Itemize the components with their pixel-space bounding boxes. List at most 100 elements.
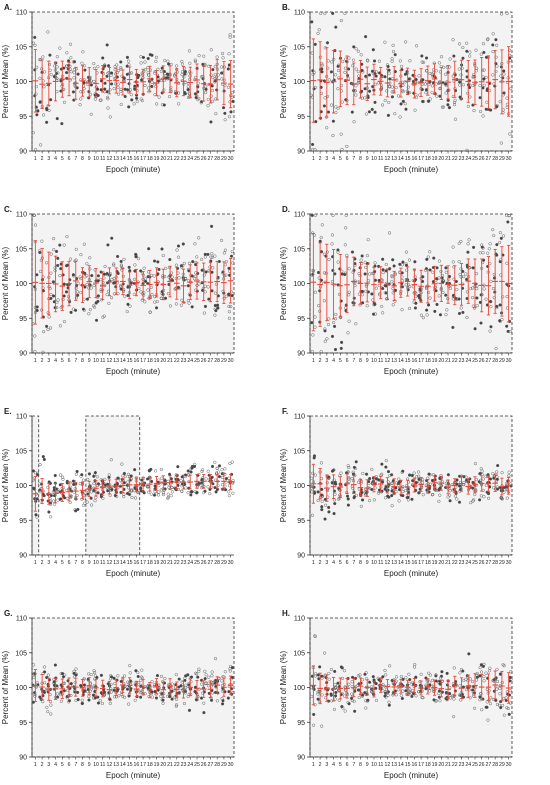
x-tick-label: 2 — [41, 358, 44, 364]
x-tick-label: 3 — [325, 358, 328, 364]
y-tick-label: 90 — [297, 755, 305, 762]
data-point — [386, 113, 390, 117]
data-point — [126, 302, 130, 306]
data-point — [220, 51, 225, 56]
data-point — [441, 279, 446, 283]
data-point — [202, 54, 206, 58]
data-point — [331, 119, 335, 123]
x-tick-label: 10 — [93, 762, 99, 768]
data-point — [310, 350, 314, 354]
data-point — [149, 492, 153, 496]
data-point — [404, 250, 409, 254]
data-point — [59, 497, 63, 501]
data-point — [167, 62, 171, 66]
data-point — [105, 486, 109, 490]
data-point — [352, 496, 356, 500]
data-point — [211, 68, 215, 72]
data-point — [319, 11, 323, 15]
y-tick-label: 110 — [294, 212, 305, 219]
data-point — [352, 120, 356, 124]
data-point — [68, 257, 73, 261]
data-point — [437, 294, 441, 298]
data-point — [496, 463, 500, 468]
data-point — [105, 293, 109, 297]
x-tick-label: 22 — [174, 560, 180, 566]
x-tick-label: 4 — [332, 560, 335, 566]
x-tick-label: 7 — [352, 156, 355, 162]
x-tick-label: 21 — [167, 156, 173, 162]
data-point — [351, 270, 355, 274]
data-point — [85, 274, 89, 278]
data-point — [211, 266, 215, 270]
data-point — [214, 112, 218, 116]
data-point — [213, 460, 217, 464]
x-tick-label: 29 — [221, 358, 227, 364]
data-point — [81, 503, 85, 507]
data-point — [99, 673, 103, 677]
data-point — [88, 256, 92, 260]
data-point — [492, 233, 496, 238]
data-point — [494, 38, 498, 42]
data-point — [417, 74, 421, 78]
data-point — [143, 277, 148, 281]
data-point — [410, 473, 414, 478]
x-tick-label: 7 — [352, 358, 355, 364]
x-tick-label: 8 — [81, 560, 84, 566]
panel-letter: B. — [282, 3, 290, 12]
data-point — [213, 307, 217, 311]
x-tick-label: 20 — [160, 358, 166, 364]
data-point — [128, 88, 132, 92]
x-tick-label: 13 — [391, 358, 397, 364]
data-point — [209, 48, 213, 52]
data-point — [495, 43, 499, 47]
data-point — [472, 245, 476, 249]
data-point — [489, 279, 493, 283]
data-point — [213, 681, 217, 685]
data-point — [390, 59, 394, 63]
data-point — [373, 278, 377, 282]
data-point — [193, 242, 197, 246]
data-point — [401, 99, 405, 103]
data-point — [227, 476, 231, 480]
data-point — [339, 132, 343, 136]
data-point — [117, 92, 121, 96]
data-point — [33, 334, 37, 338]
y-tick-label: 105 — [15, 246, 27, 253]
x-tick-label: 20 — [438, 156, 444, 162]
data-point — [220, 702, 225, 706]
data-point — [227, 266, 231, 270]
data-point — [33, 43, 37, 47]
data-point — [133, 263, 137, 267]
x-tick-label: 11 — [100, 762, 105, 768]
data-point — [221, 289, 225, 293]
x-tick-label: 26 — [201, 358, 207, 364]
data-point — [414, 44, 419, 48]
x-tick-label: 19 — [154, 560, 160, 566]
data-point — [38, 249, 42, 253]
data-point — [87, 472, 92, 476]
x-tick-label: 25 — [472, 762, 478, 768]
y-axis-label: Percent of Mean (%) — [1, 246, 10, 320]
data-point — [152, 259, 157, 263]
data-point — [444, 313, 448, 317]
x-tick-label: 9 — [366, 358, 369, 364]
data-point — [206, 252, 210, 256]
x-tick-label: 19 — [432, 156, 438, 162]
data-point — [61, 477, 65, 481]
data-point — [396, 94, 401, 98]
data-point — [231, 491, 235, 495]
data-point — [311, 148, 315, 152]
data-point — [203, 304, 208, 309]
data-point — [78, 275, 82, 279]
x-tick-label: 5 — [339, 156, 342, 162]
x-tick-label: 1 — [312, 560, 315, 566]
data-point — [89, 503, 94, 507]
x-tick-label: 3 — [325, 560, 328, 566]
data-point — [330, 60, 334, 64]
data-point — [64, 290, 69, 294]
data-point — [163, 478, 167, 483]
x-tick-label: 3 — [47, 560, 50, 566]
x-tick-label: 3 — [47, 358, 50, 364]
data-point — [447, 106, 452, 110]
data-point — [161, 698, 165, 702]
